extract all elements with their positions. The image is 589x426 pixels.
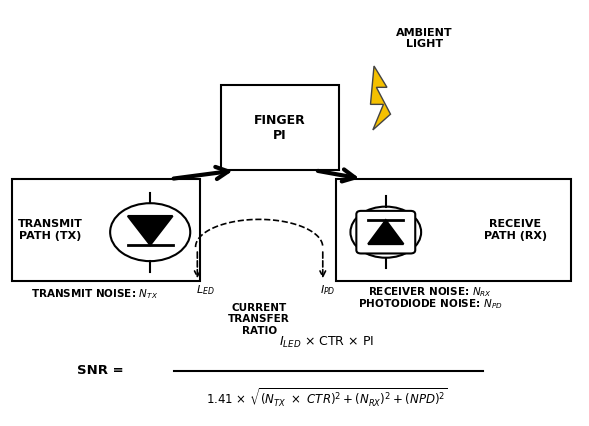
Text: $I_{LED}$ × CTR × PI: $I_{LED}$ × CTR × PI [279, 335, 375, 351]
Bar [336, 179, 571, 281]
Text: TRANSMIT NOISE: $N_{TX}$: TRANSMIT NOISE: $N_{TX}$ [31, 287, 158, 301]
Text: $I_{PD}$: $I_{PD}$ [320, 283, 335, 297]
Bar [12, 179, 200, 281]
Text: RECEIVER NOISE: $N_{RX}$: RECEIVER NOISE: $N_{RX}$ [368, 285, 492, 299]
FancyBboxPatch shape [356, 211, 415, 253]
Text: TRANSMIT
PATH (TX): TRANSMIT PATH (TX) [18, 219, 82, 241]
Text: CURRENT
TRANSFER
RATIO: CURRENT TRANSFER RATIO [229, 303, 290, 336]
Text: FINGER
PI: FINGER PI [254, 114, 306, 142]
Text: PHOTODIODE NOISE: $N_{PD}$: PHOTODIODE NOISE: $N_{PD}$ [358, 298, 502, 311]
Polygon shape [370, 66, 391, 130]
Text: $L_{ED}$: $L_{ED}$ [196, 283, 214, 297]
Polygon shape [368, 220, 403, 244]
Text: RECEIVE
PATH (RX): RECEIVE PATH (RX) [484, 219, 547, 241]
Text: AMBIENT
LIGHT: AMBIENT LIGHT [396, 28, 452, 49]
Polygon shape [128, 216, 173, 245]
Text: 1.41 × $\sqrt{(N_{TX}\ \times\ CTR)^2 + (N_{RX})^2 + (NPD)^2}$: 1.41 × $\sqrt{(N_{TX}\ \times\ CTR)^2 + … [206, 387, 448, 409]
Bar [221, 85, 339, 170]
Text: SNR =: SNR = [77, 364, 123, 377]
